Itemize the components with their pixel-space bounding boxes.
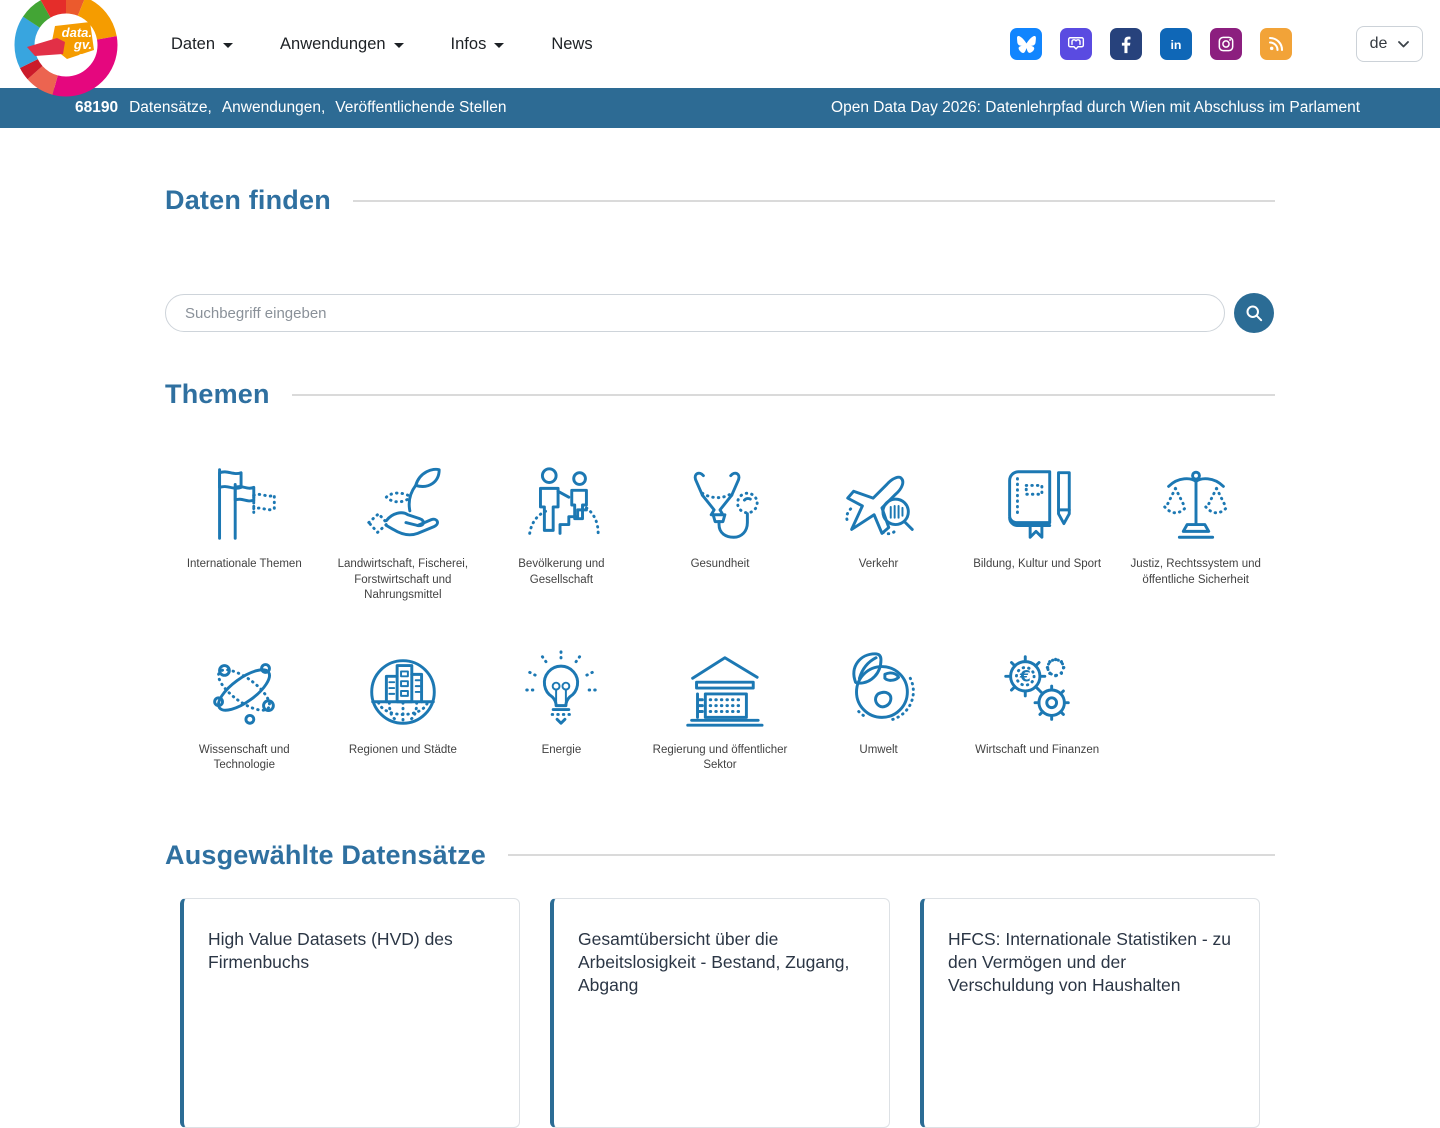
theme-energie[interactable]: Energie: [482, 646, 641, 774]
nav-infos-label: Infos: [450, 34, 487, 53]
flags-icon: [200, 460, 288, 548]
stethoscope-icon: [676, 460, 764, 548]
dataset-card-hvd-firmenbuch[interactable]: High Value Datasets (HVD) des Firmenbuch…: [180, 897, 520, 1128]
chevron-down-icon: [223, 43, 234, 48]
theme-verkehr[interactable]: Verkehr: [799, 460, 958, 604]
airplane-search-icon: [835, 460, 923, 548]
theme-label: Wirtschaft und Finanzen: [975, 743, 1100, 756]
theme-label: Energie: [541, 743, 582, 756]
book-pencil-icon: [993, 460, 1081, 548]
theme-label: Verkehr: [858, 558, 899, 570]
globe-leaf-icon: [835, 646, 923, 734]
theme-label: Bevölkerung und Gesellschaft: [518, 558, 605, 586]
chevron-down-icon: [1398, 40, 1410, 47]
government-building-icon: [676, 646, 764, 734]
lightbulb-icon: [517, 646, 605, 734]
svg-text:data.: data.: [62, 25, 92, 40]
theme-regionen[interactable]: Regionen und Städte: [324, 646, 483, 774]
nav-news[interactable]: News: [551, 35, 592, 54]
theme-label: Regionen und Städte: [348, 743, 457, 756]
stats-link-datensaetze[interactable]: Datensätze,: [129, 99, 212, 116]
themes-grid: Internationale Themen Landwirtschaft, Fi…: [165, 460, 1275, 774]
find-data-section: Daten finden: [165, 185, 1275, 333]
social-links: in: [1010, 28, 1292, 60]
theme-label: Landwirtschaft, Fischerei, Forstwirtscha…: [337, 558, 469, 602]
language-select[interactable]: de: [1356, 26, 1423, 62]
themes-section: Themen Internationale Themen: [165, 379, 1275, 774]
theme-label: Umwelt: [859, 743, 898, 756]
nav-news-label: News: [551, 34, 593, 53]
header: data. gv. at Daten Anwendungen Infos New…: [0, 0, 1440, 97]
dataset-count: 68190: [75, 99, 119, 116]
theme-bildung[interactable]: Bildung, Kultur und Sport: [958, 460, 1117, 604]
theme-label: Gesundheit: [690, 558, 750, 570]
theme-wirtschaft[interactable]: € Wirtschaft und Finanzen: [958, 646, 1117, 774]
theme-label: Bildung, Kultur und Sport: [973, 558, 1102, 570]
stats-link-stellen[interactable]: Veröffentlichende Stellen: [335, 99, 507, 116]
theme-label: Internationale Themen: [186, 558, 302, 570]
dataset-card-hfcs[interactable]: HFCS: Internationale Statistiken - zu de…: [920, 897, 1260, 1128]
language-selected-value: de: [1369, 35, 1388, 52]
featured-datasets-section: Ausgewählte Datensätze High Value Datase…: [165, 840, 1275, 1128]
dataset-card-title: High Value Datasets (HVD) des Firmenbuch…: [208, 928, 453, 972]
gears-euro-icon: €: [993, 646, 1081, 734]
people-icon: [517, 460, 605, 548]
nav-daten-label: Daten: [171, 34, 216, 53]
section-title-themen: Themen: [165, 379, 270, 409]
theme-gesundheit[interactable]: Gesundheit: [641, 460, 800, 604]
theme-label: Justiz, Rechtssystem und öffentliche Sic…: [1130, 558, 1261, 586]
hand-plant-icon: [359, 460, 447, 548]
theme-regierung[interactable]: Regierung und öffentlicher Sektor: [641, 646, 800, 774]
rss-icon[interactable]: [1260, 28, 1292, 60]
dataset-card-title: HFCS: Internationale Statistiken - zu de…: [948, 928, 1232, 995]
theme-landwirtschaft[interactable]: Landwirtschaft, Fischerei, Forstwirtscha…: [324, 460, 483, 604]
svg-text:gv.: gv.: [73, 37, 92, 52]
theme-bevoelkerung[interactable]: Bevölkerung und Gesellschaft: [482, 460, 641, 604]
chevron-down-icon: [393, 43, 404, 48]
svg-text:€: €: [1019, 666, 1031, 685]
section-divider: [352, 199, 1275, 202]
theme-label: Wissenschaft und Technologie: [198, 743, 290, 772]
logo-ring-icon: data. gv. at: [14, 0, 118, 97]
theme-wissenschaft[interactable]: Wissenschaft und Technologie: [165, 646, 324, 774]
city-globe-icon: [359, 646, 447, 734]
stats-summary: 68190 Datensätze, Anwendungen, Veröffent…: [75, 99, 506, 117]
nav-anwendungen[interactable]: Anwendungen: [280, 35, 404, 54]
instagram-icon[interactable]: [1210, 28, 1242, 60]
linkedin-icon[interactable]: in: [1160, 28, 1192, 60]
theme-justiz[interactable]: Justiz, Rechtssystem und öffentliche Sic…: [1116, 460, 1275, 604]
chevron-down-icon: [494, 43, 505, 48]
facebook-icon[interactable]: [1110, 28, 1142, 60]
nav-daten[interactable]: Daten: [171, 34, 234, 54]
section-divider: [508, 854, 1275, 857]
theme-internationale-themen[interactable]: Internationale Themen: [165, 460, 324, 604]
search-icon: [1246, 305, 1263, 322]
nav-anwendungen-label: Anwendungen: [280, 34, 386, 53]
theme-umwelt[interactable]: Umwelt: [799, 646, 958, 774]
dataset-card-arbeitslosigkeit[interactable]: Gesamtübersicht über die Arbeitslosigkei…: [550, 897, 890, 1128]
svg-text:in: in: [1171, 38, 1182, 52]
data-gv-at-logo[interactable]: data. gv. at: [11, 0, 121, 100]
bluesky-icon[interactable]: [1010, 28, 1042, 60]
section-title-daten-finden: Daten finden: [165, 185, 331, 215]
stats-link-anwendungen[interactable]: Anwendungen,: [221, 99, 326, 116]
section-divider: [291, 393, 1275, 396]
announcement-link[interactable]: Open Data Day 2026: Datenlehrpfad durch …: [831, 99, 1360, 116]
scales-icon: [1152, 460, 1240, 548]
svg-text:at: at: [77, 49, 89, 64]
search-input[interactable]: [165, 294, 1225, 332]
main-nav: Daten Anwendungen Infos News: [171, 0, 593, 88]
mastodon-icon[interactable]: [1060, 28, 1092, 60]
section-title-ausgewaehlte-datensaetze: Ausgewählte Datensätze: [165, 839, 486, 870]
featured-cards: High Value Datasets (HVD) des Firmenbuch…: [165, 897, 1275, 1128]
stats-bar: 68190 Datensätze, Anwendungen, Veröffent…: [0, 88, 1440, 128]
dataset-card-title: Gesamtübersicht über die Arbeitslosigkei…: [578, 928, 850, 995]
theme-label: Regierung und öffentlicher Sektor: [652, 743, 788, 772]
atom-icon: [200, 646, 288, 734]
search-button[interactable]: [1234, 293, 1274, 333]
nav-infos[interactable]: Infos: [451, 35, 505, 54]
